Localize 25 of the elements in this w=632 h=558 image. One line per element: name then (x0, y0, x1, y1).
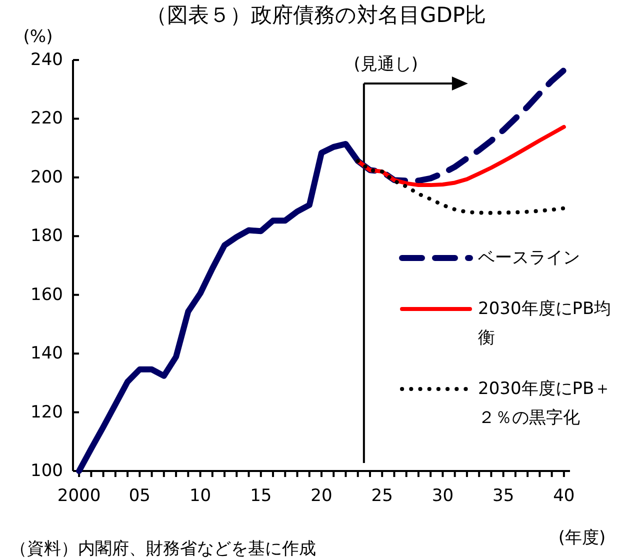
x-tick-label: 25 (371, 486, 393, 506)
y-tick-label: 140 (30, 344, 63, 364)
y-tick-label: 200 (30, 167, 63, 188)
legend-label: ベースライン (478, 248, 580, 268)
ref-line-label: (見通し) (354, 54, 418, 75)
x-tick-label: 05 (128, 486, 150, 506)
legend-label: 2030年度にPB＋２％の黒字化 (478, 379, 612, 428)
y-axis-title: (%) (23, 27, 53, 47)
y-tick-label: 160 (30, 284, 63, 305)
x-axis-title: (年度) (558, 528, 606, 548)
y-tick-label: 220 (30, 108, 63, 129)
y-tick-label: 100 (30, 461, 63, 481)
y-tick-label: 120 (30, 402, 63, 422)
legend-label: 2030年度にPB均衡 (478, 299, 612, 348)
x-tick-label: 20 (310, 486, 332, 506)
text: （資料）内閣府、財務省などを基に作成 (10, 539, 316, 558)
chart-title: （図表５）政府債務の対名目GDP比 (146, 3, 486, 27)
y-tick-label: 180 (30, 226, 63, 246)
x-tick-label: 35 (492, 486, 514, 506)
x-tick-label: 15 (250, 486, 272, 506)
x-tick-label: 2000 (57, 486, 101, 506)
x-tick-label: 40 (553, 486, 575, 506)
x-tick-label: 10 (189, 486, 212, 506)
y-tick-label: 240 (30, 50, 63, 70)
x-tick-label: 30 (432, 486, 454, 506)
